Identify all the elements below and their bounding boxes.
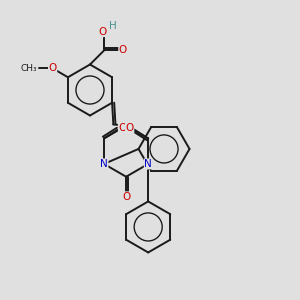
- Text: O: O: [125, 123, 134, 133]
- Text: N: N: [144, 159, 152, 169]
- Text: O: O: [98, 27, 107, 37]
- Text: H: H: [109, 21, 116, 31]
- Text: O: O: [119, 46, 127, 56]
- Text: O: O: [118, 123, 127, 133]
- Text: O: O: [49, 63, 57, 73]
- Text: O: O: [122, 192, 130, 202]
- Text: N: N: [100, 159, 108, 169]
- Text: CH₃: CH₃: [20, 64, 37, 73]
